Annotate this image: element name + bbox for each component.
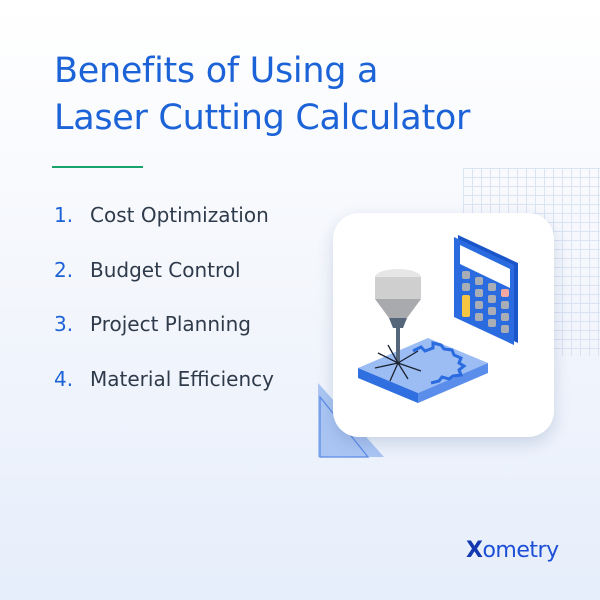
item-number: 1. bbox=[54, 203, 74, 227]
logo-mark: X bbox=[466, 538, 483, 563]
title-line-1: Benefits of Using a bbox=[54, 51, 379, 91]
item-number: 4. bbox=[54, 366, 74, 391]
calculator-icon bbox=[454, 235, 518, 345]
list-item: 1. Cost Optimization bbox=[54, 203, 274, 258]
page-title: Benefits of Using a Laser Cutting Calcul… bbox=[54, 48, 470, 142]
list-item: 2. Budget Control bbox=[54, 258, 274, 313]
item-label: Cost Optimization bbox=[90, 203, 269, 227]
item-label: Material Efficiency bbox=[90, 366, 274, 391]
item-label: Budget Control bbox=[90, 257, 241, 282]
xometry-logo: Xometry bbox=[466, 538, 559, 563]
item-label: Project Planning bbox=[90, 312, 251, 336]
benefits-list: 1. Cost Optimization 2. Budget Control 3. P… bbox=[54, 203, 274, 421]
title-divider bbox=[52, 166, 143, 168]
item-number: 2. bbox=[54, 257, 74, 282]
list-item: 3. Project Planning bbox=[54, 312, 274, 367]
list-item: 4. Material Efficiency bbox=[54, 367, 274, 422]
laser-cutter-icon bbox=[374, 269, 422, 382]
logo-wordmark: ometry bbox=[482, 538, 559, 563]
title-line-2: Laser Cutting Calculator bbox=[54, 98, 471, 138]
item-number: 3. bbox=[54, 312, 74, 336]
gear-outline-icon bbox=[412, 341, 467, 385]
illustration-card bbox=[333, 213, 554, 437]
